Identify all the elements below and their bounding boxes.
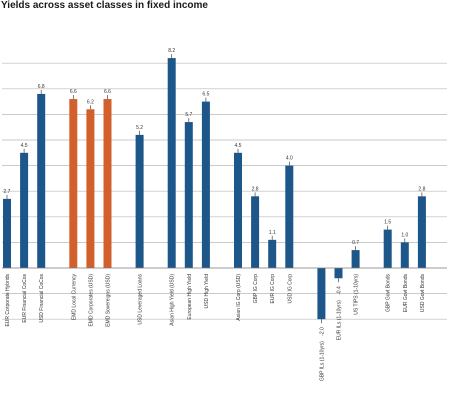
bar bbox=[69, 99, 78, 268]
category-label: GBP ILs (1-10yrs) bbox=[319, 341, 325, 381]
category-label: USD IG Corp bbox=[287, 274, 293, 304]
value-label: 6.2 bbox=[87, 99, 94, 105]
value-label: 6.5 bbox=[202, 92, 209, 98]
value-label: 5.7 bbox=[185, 112, 192, 118]
gridlines bbox=[2, 62, 447, 320]
bar bbox=[103, 99, 112, 268]
bar bbox=[135, 134, 144, 268]
bar bbox=[317, 268, 326, 320]
value-label: 2.8 bbox=[418, 186, 425, 192]
category-label: EMD Corporates (USD) bbox=[88, 274, 94, 327]
value-label: 8.2 bbox=[168, 48, 175, 54]
category-label: EUR IG Corp bbox=[270, 274, 276, 304]
value-label: 2.8 bbox=[252, 186, 259, 192]
value-label: 1.0 bbox=[401, 232, 408, 238]
category-label: USD Financial CoCos bbox=[39, 274, 45, 323]
value-label: 4.5 bbox=[21, 143, 28, 149]
value-label: 4.0 bbox=[286, 156, 293, 162]
value-label: -0.4 bbox=[337, 286, 343, 295]
value-label: 1.1 bbox=[269, 230, 276, 236]
category-label: EUR Corporate Hybrids bbox=[5, 274, 11, 327]
bar bbox=[20, 152, 29, 268]
bar bbox=[383, 229, 392, 268]
bar bbox=[201, 101, 210, 268]
category-label: EUR Govt Bonds bbox=[403, 274, 409, 313]
value-label: -2.0 bbox=[319, 327, 325, 336]
value-label: 0.7 bbox=[352, 240, 359, 246]
bar bbox=[285, 165, 294, 268]
category-label: EUR ILs (1-10yrs) bbox=[337, 300, 343, 340]
bar bbox=[334, 268, 343, 279]
bar bbox=[351, 250, 360, 268]
bar bbox=[184, 122, 193, 268]
bar bbox=[417, 196, 426, 268]
category-label: US TIPS (1-10yrs) bbox=[354, 274, 360, 315]
category-label: USD High Yield bbox=[204, 274, 210, 309]
value-label: 6.6 bbox=[104, 89, 111, 95]
category-label: USD Leveraged Loans bbox=[138, 274, 144, 325]
bars bbox=[3, 58, 426, 320]
category-label: Asian IG Corp (USD) bbox=[236, 274, 242, 321]
bar bbox=[251, 196, 260, 268]
value-label: 1.5 bbox=[384, 220, 391, 226]
bar bbox=[268, 239, 277, 268]
category-label: USD Govt Bonds bbox=[420, 274, 426, 313]
category-label: Asian High Yield (USD) bbox=[170, 274, 176, 326]
value-labels: 2.7 4.5 6.8 6.6 6.2 6.6 5.2 8.2 5.7 6.5 4.5 2.8 1.1 4… bbox=[4, 48, 426, 336]
bar bbox=[37, 93, 46, 268]
category-label: EUR Financial CoCos bbox=[22, 274, 28, 323]
category-label: European High Yield bbox=[187, 274, 193, 320]
category-label: EMD Sovereigns (USD) bbox=[106, 274, 112, 327]
value-label: 2.7 bbox=[4, 189, 11, 195]
category-label: EMD Local Currency bbox=[71, 274, 77, 321]
bar bbox=[3, 198, 11, 268]
chart-title: Yields across asset classes in fixed inc… bbox=[1, 0, 208, 11]
category-label: GBP Govt Bonds bbox=[386, 274, 392, 312]
category-labels: EUR Corporate Hybrids EUR Financial CoCos… bbox=[5, 274, 426, 382]
value-label: 6.8 bbox=[38, 84, 45, 90]
bar bbox=[86, 109, 95, 268]
bar bbox=[400, 242, 409, 268]
value-label: 5.2 bbox=[136, 125, 143, 131]
value-label: 6.6 bbox=[70, 89, 77, 95]
category-label: GBP IG Corp bbox=[253, 274, 259, 304]
bar bbox=[167, 58, 176, 268]
value-label: 4.5 bbox=[235, 143, 242, 149]
bar bbox=[234, 152, 242, 268]
